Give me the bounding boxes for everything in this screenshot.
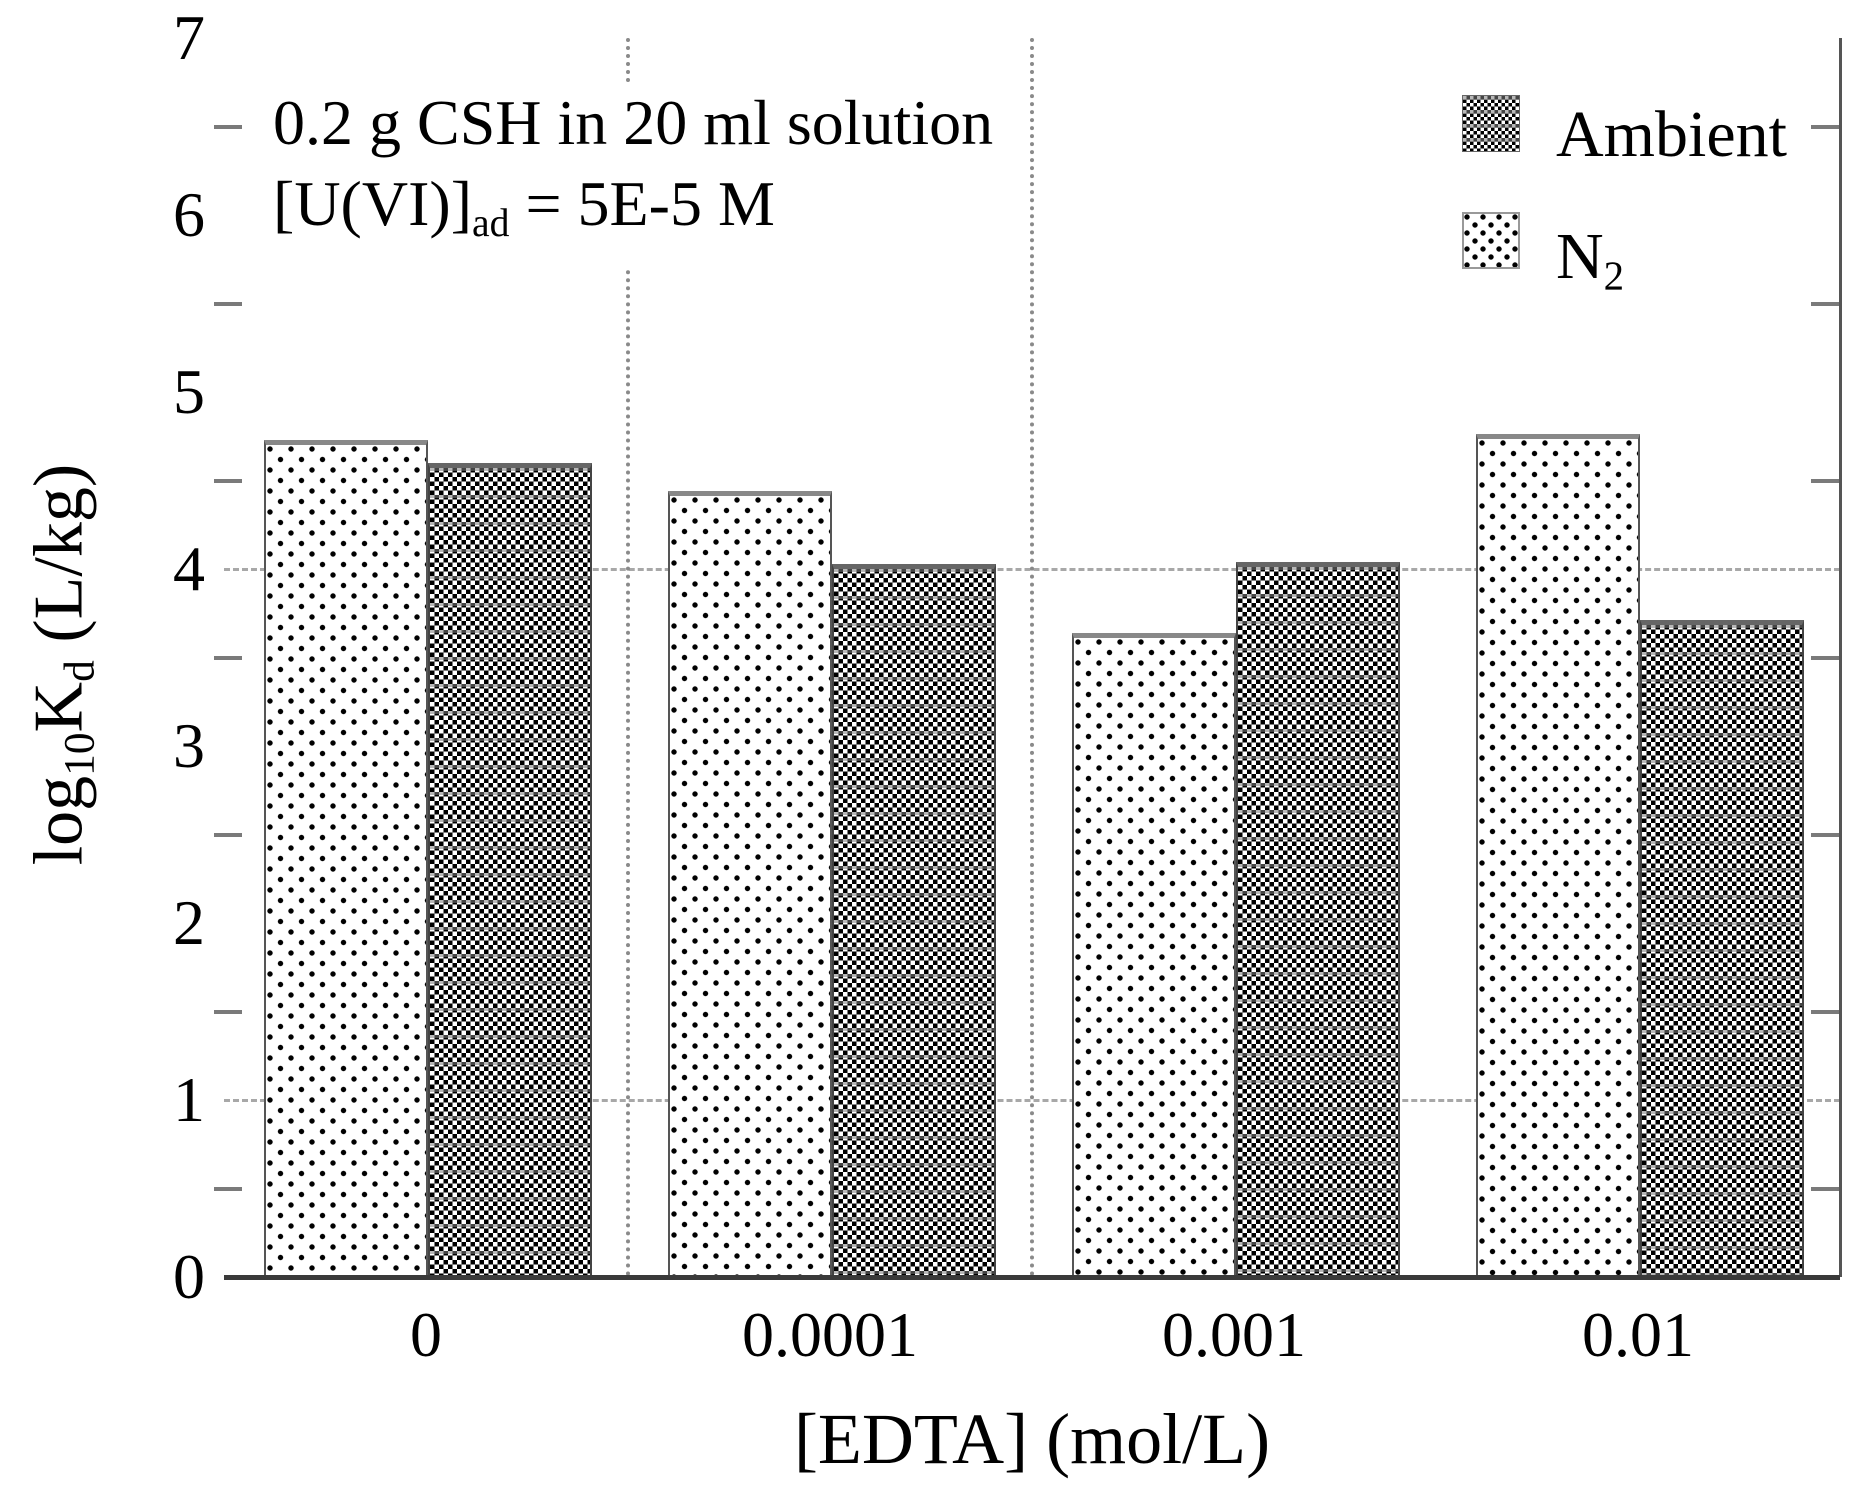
bar-Ambient-0.0001 [832,564,996,1277]
minor-tick-right-3.5 [1811,655,1839,660]
minor-tick-left-2.5 [214,832,242,837]
y-tick-label-5: 5 [173,356,205,427]
x-axis-title: [EDTA] (mol/L) [793,1399,1271,1479]
legend-swatch-Ambient [1462,95,1520,152]
y-tick-label-0: 0 [173,1241,205,1312]
y-tick-label-2: 2 [173,887,205,958]
x-axis-line [224,1275,1840,1280]
annotation-line-1: 0.2 g CSH in 20 ml solution [273,87,994,158]
y-tick-label-3: 3 [173,710,205,781]
minor-tick-left-1.5 [214,1009,242,1014]
minor-tick-left-5.5 [214,301,242,306]
minor-tick-left-3.5 [214,655,242,660]
minor-tick-right-6.5 [1811,124,1839,129]
x-tick-label-0.01: 0.01 [1582,1299,1694,1370]
minor-tick-right-1.5 [1811,1009,1839,1014]
legend-label-N2: N2 [1556,222,1624,311]
y-tick-label-1: 1 [173,1064,205,1135]
annotation-line-2: [U(VI)]ad = 5E-5 M [273,163,993,264]
minor-tick-right-5.5 [1811,301,1839,306]
text-segment: = 5E-5 M [509,168,775,239]
bar-N2-0 [264,440,428,1277]
y-tick-label-7: 7 [173,2,205,73]
text-segment: N [1556,220,1604,293]
minor-tick-left-6.5 [214,124,242,129]
x-tick-label-0: 0 [410,1299,442,1370]
legend-label-Ambient: Ambient [1556,100,1787,170]
bar-N2-0.0001 [668,491,832,1277]
annotation: 0.2 g CSH in 20 ml solution [U(VI)]ad = … [273,82,1012,271]
bar-Ambient-0.01 [1640,620,1804,1277]
minor-tick-right-0.5 [1811,1186,1839,1191]
minor-tick-left-4.5 [214,478,242,483]
text-segment: ad [472,201,510,246]
category-separator-1 [626,38,630,1277]
bar-Ambient-0 [428,463,592,1277]
text-segment: Ambient [1556,98,1787,171]
x-tick-label-0.0001: 0.0001 [742,1299,918,1370]
y-tick-label-4: 4 [173,533,205,604]
minor-tick-right-4.5 [1811,478,1839,483]
legend-swatch-N2 [1462,212,1520,269]
minor-tick-right-2.5 [1811,832,1839,837]
text-segment: [U(VI)] [273,168,472,239]
bar-Ambient-0.001 [1236,562,1400,1277]
x-tick-label-0.001: 0.001 [1162,1299,1306,1370]
bar-N2-0.001 [1072,633,1236,1277]
text-segment: d [55,660,104,682]
text-segment: 2 [1603,253,1625,299]
y-tick-label-6: 6 [173,179,205,250]
minor-tick-left-0.5 [214,1186,242,1191]
text-segment: log [20,775,98,866]
bar-N2-0.01 [1476,434,1640,1277]
right-axis-spine [1839,38,1842,1277]
category-separator-2 [1030,38,1034,1277]
